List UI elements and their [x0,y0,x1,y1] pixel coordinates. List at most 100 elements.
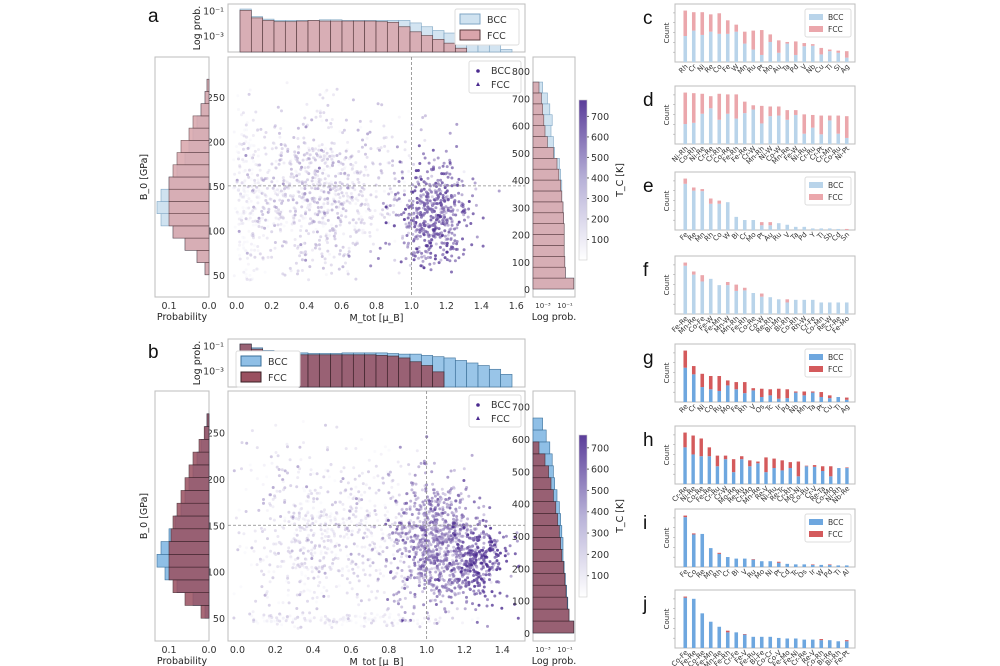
bar-bcc [836,565,841,567]
scatter-point [236,548,240,552]
scatter-point [237,198,241,202]
bar-fcc [776,106,781,116]
scatter-point [481,572,485,576]
scatter-point [388,533,392,536]
scatter-point [319,221,323,225]
scatter-point [316,213,320,217]
scatter-point [365,527,369,531]
scatter-point [417,465,421,469]
scatter-point [431,556,435,560]
colorbar-tick-label: 300 [591,529,609,540]
bar-bcc [793,392,798,402]
scatter-point [332,518,336,522]
scatter-point [247,197,251,201]
scatter-point [421,259,425,263]
scatter-point [399,521,403,525]
scatter-point [238,253,241,257]
scatter-point [268,563,272,567]
scatter-point [237,108,240,111]
scatter-point [285,617,289,621]
scatter-point [353,228,357,232]
scatter-point [296,272,299,276]
scatter-point [308,456,312,460]
x-tick-label: Cu [822,403,834,415]
scatter-point [321,96,325,100]
scatter-point [255,185,259,189]
scatter-point [415,550,419,554]
top-hist-bar-bcc [443,357,456,388]
y-tick-label: 100 [207,226,225,237]
scatter-point [354,202,358,206]
scatter-point [324,618,328,622]
scatter-point [430,496,434,500]
bar-fcc [785,110,790,120]
colorbar-bar [578,434,588,598]
scatter-point [345,565,349,569]
scatter-point [402,180,406,184]
bar-bcc [751,293,756,314]
scatter-point [326,448,329,452]
scatter-point [421,553,425,557]
scatter-point [350,587,354,591]
scatter-point [338,500,342,504]
scatter-point [493,538,496,542]
scatter-point [280,109,283,113]
bar-fcc [742,287,747,291]
scatter-point [391,553,395,557]
scatter-point [442,569,446,573]
scatter-point [413,251,417,255]
scatter-point [447,538,451,541]
scatter-point [312,138,316,142]
bar-bcc [734,389,739,402]
scatter-point [305,170,309,174]
scatter-point [315,230,319,234]
bar-bcc [748,466,752,484]
scatter-point [453,239,457,243]
scatter-point [461,209,465,213]
bar-bcc [700,34,705,62]
scatter-point [317,210,321,214]
scatter-point [448,172,452,176]
scatter-point [311,546,315,550]
scatter-point [323,564,327,568]
scatter-point [316,174,320,178]
scatter-point [444,610,448,614]
scatter-point [429,244,433,248]
scatter-point [303,241,307,245]
scatter-point [274,159,278,163]
scatter-point [344,118,348,122]
scatter-point [359,204,363,207]
y-tick-label: 50 [213,271,225,282]
scatter-point [287,186,291,190]
scatter-point [351,98,355,102]
scatter-point [432,562,436,565]
scatter-point [299,243,303,247]
scatter-point [321,266,325,270]
x-tick-label: Ti [832,403,843,414]
scatter-point [461,203,465,207]
scatter-point [435,621,439,625]
scatter-point [257,194,261,198]
scatter-point [373,616,377,620]
scatter-point [467,580,471,584]
scatter-point [357,552,361,556]
bar-fcc [844,116,849,138]
scatter-point [450,223,454,227]
legend-swatch-bcc [240,355,262,367]
scatter-point [459,492,463,496]
scatter-point [239,217,243,221]
scatter-point [289,158,293,162]
scatter-point [454,499,458,503]
bar-bcc [836,397,841,402]
scatter-point [284,241,288,245]
scatter-point [258,557,262,561]
scatter-point [250,546,254,550]
scatter-point [269,503,272,507]
scatter-point [368,564,372,568]
scatter-point [308,205,312,209]
scatter-point [416,534,420,538]
scatter-point [400,605,404,609]
panel-f: fCountFe-ReMn-ReCo-FeFe-WFe-MnMn-WMn-RhF… [643,255,856,336]
scatter-point [493,594,497,598]
